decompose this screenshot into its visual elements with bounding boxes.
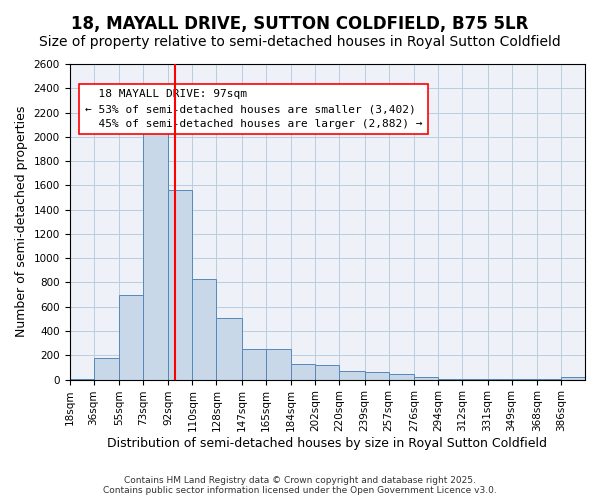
Bar [217,318,242,380]
Bar [512,379,537,380]
Bar [291,364,315,380]
X-axis label: Distribution of semi-detached houses by size in Royal Sutton Coldfield: Distribution of semi-detached houses by … [107,437,547,450]
Y-axis label: Number of semi-detached properties: Number of semi-detached properties [15,106,28,338]
Bar [70,379,94,380]
Bar [339,371,365,380]
Bar [438,379,462,380]
Bar [119,294,143,380]
Text: Contains HM Land Registry data © Crown copyright and database right 2025.
Contai: Contains HM Land Registry data © Crown c… [103,476,497,495]
Bar [242,350,266,380]
Bar [389,374,414,380]
Bar [143,124,169,380]
Bar [561,376,585,380]
Bar [266,350,291,380]
Bar [537,379,561,380]
Text: 18 MAYALL DRIVE: 97sqm
← 53% of semi-detached houses are smaller (3,402)
  45% o: 18 MAYALL DRIVE: 97sqm ← 53% of semi-det… [85,89,422,129]
Bar [193,279,217,380]
Bar [365,372,389,380]
Bar [315,365,339,380]
Text: Size of property relative to semi-detached houses in Royal Sutton Coldfield: Size of property relative to semi-detach… [39,35,561,49]
Bar [94,358,119,380]
Bar [488,379,512,380]
Text: 18, MAYALL DRIVE, SUTTON COLDFIELD, B75 5LR: 18, MAYALL DRIVE, SUTTON COLDFIELD, B75 … [71,15,529,33]
Bar [414,376,438,380]
Bar [169,190,193,380]
Bar [462,379,488,380]
